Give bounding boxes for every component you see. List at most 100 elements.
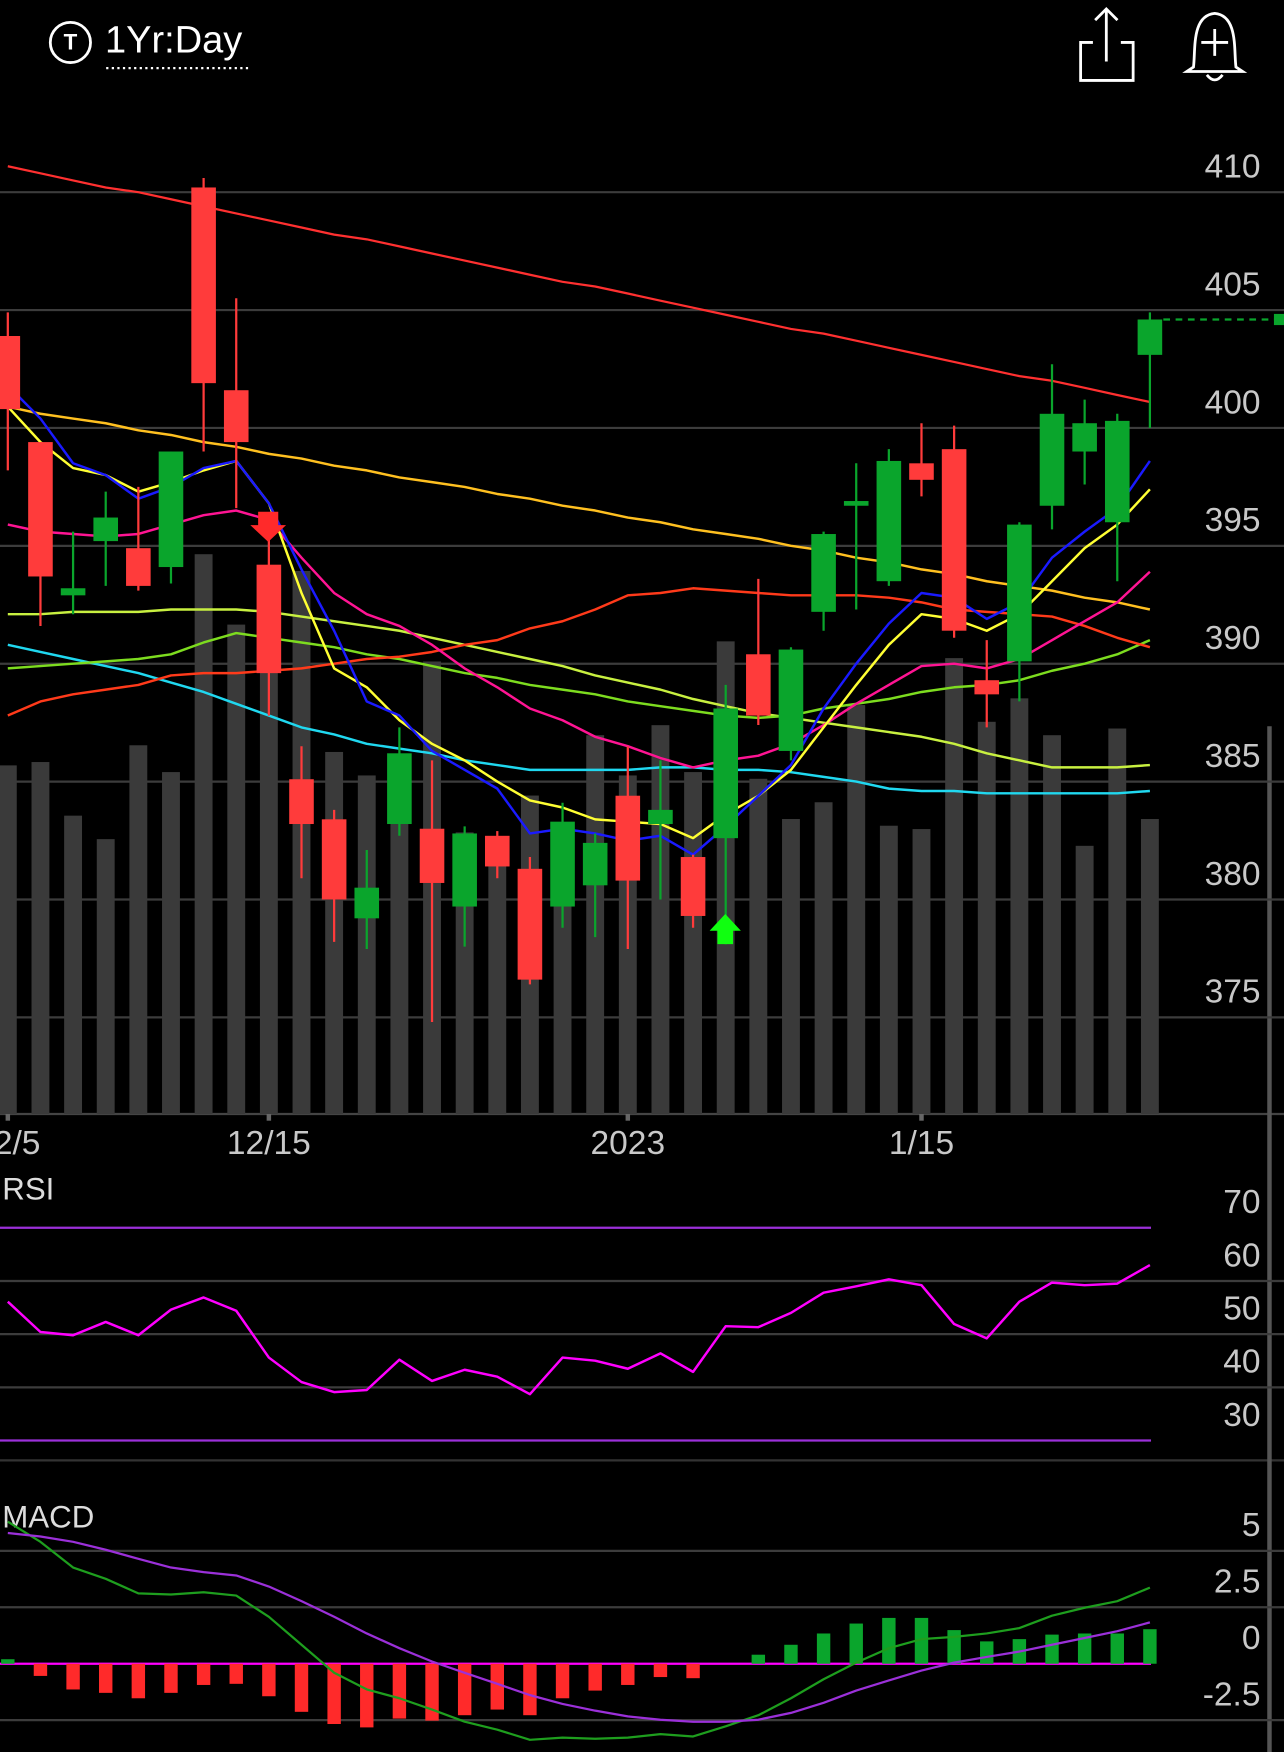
y-tick-label: 30 bbox=[1223, 1397, 1260, 1434]
y-tick-label: 5 bbox=[1242, 1507, 1261, 1544]
x-tick-label: 12/5 bbox=[0, 1125, 40, 1162]
candle-body bbox=[1039, 413, 1065, 506]
candle-body bbox=[648, 809, 673, 825]
histogram-bar bbox=[229, 1663, 243, 1684]
candle-body bbox=[778, 649, 804, 751]
candle-body bbox=[223, 390, 249, 443]
volume-bar bbox=[488, 859, 507, 1114]
histogram-bar bbox=[882, 1617, 896, 1664]
candle-body bbox=[191, 187, 216, 384]
candle-body bbox=[876, 460, 902, 582]
histogram-bar bbox=[849, 1623, 863, 1664]
volume-bar bbox=[31, 762, 50, 1114]
indicator-line bbox=[7, 643, 1150, 795]
volume-bar bbox=[749, 778, 768, 1114]
y-tick-label: 50 bbox=[1223, 1291, 1260, 1328]
histogram-bar bbox=[523, 1663, 537, 1716]
histogram-bar bbox=[1077, 1633, 1092, 1664]
y-tick-label: 400 bbox=[1205, 384, 1261, 421]
candle-body bbox=[256, 564, 282, 674]
share-icon[interactable] bbox=[1079, 6, 1135, 82]
header: T 1Yr:Day bbox=[48, 6, 1248, 82]
volume-bar bbox=[0, 765, 17, 1114]
candle-body bbox=[1137, 319, 1163, 355]
histogram-bar bbox=[392, 1663, 407, 1719]
candle-body bbox=[941, 449, 967, 631]
volume-bar bbox=[912, 829, 931, 1114]
alert-icon[interactable] bbox=[1182, 12, 1248, 82]
histogram-bar bbox=[99, 1663, 113, 1693]
buy-signal bbox=[709, 913, 741, 945]
volume-bar bbox=[227, 624, 246, 1114]
candle-body bbox=[354, 887, 380, 919]
indicator-line bbox=[7, 631, 1151, 720]
volume-bar bbox=[390, 822, 409, 1114]
x-tick-label: 1/15 bbox=[889, 1125, 954, 1162]
candle-body bbox=[452, 833, 477, 907]
candle-body bbox=[484, 835, 510, 867]
candle-body bbox=[419, 828, 445, 883]
candle-body bbox=[974, 680, 1000, 695]
candle-body bbox=[713, 708, 738, 839]
histogram-bar bbox=[555, 1663, 570, 1699]
candle-body bbox=[158, 451, 184, 568]
histogram-bar bbox=[1, 1659, 15, 1664]
volume-bar bbox=[1140, 819, 1159, 1114]
candle-body bbox=[550, 821, 575, 907]
y-tick-label: 380 bbox=[1205, 856, 1261, 893]
candle-body bbox=[126, 548, 151, 586]
histogram-bar bbox=[33, 1663, 48, 1676]
y-tick-label: 70 bbox=[1223, 1184, 1260, 1221]
histogram-bar bbox=[751, 1654, 766, 1664]
histogram-bar bbox=[653, 1663, 668, 1678]
candle-body bbox=[1007, 524, 1032, 662]
candle-body bbox=[517, 868, 543, 980]
volume-bar bbox=[945, 658, 964, 1114]
ticker-icon[interactable] bbox=[48, 20, 92, 64]
histogram-bar bbox=[196, 1663, 211, 1685]
candle-body bbox=[582, 842, 608, 886]
candle-body bbox=[0, 335, 21, 410]
histogram-bar bbox=[360, 1663, 374, 1728]
timeframe[interactable]: 1Yr:Day bbox=[105, 19, 242, 61]
x-tick-label: 12/15 bbox=[227, 1125, 311, 1162]
histogram-bar bbox=[262, 1663, 276, 1697]
y-tick-label: 395 bbox=[1205, 502, 1261, 539]
indicator-line bbox=[7, 608, 1150, 769]
histogram-bar bbox=[816, 1633, 831, 1664]
histogram-bar bbox=[914, 1617, 929, 1664]
plot-layer: 37538038539039540040541012/512/1520231/1… bbox=[0, 149, 1284, 1741]
volume-bar bbox=[814, 802, 833, 1114]
indicator-line bbox=[7, 1531, 1151, 1723]
volume-bar bbox=[977, 721, 996, 1114]
candle-body bbox=[909, 463, 934, 480]
x-tick-label: 2023 bbox=[591, 1125, 666, 1162]
candle-body bbox=[811, 534, 836, 612]
panel-title: MACD bbox=[2, 1499, 94, 1534]
volume-bar bbox=[162, 772, 180, 1114]
volume-bar bbox=[1075, 845, 1094, 1114]
histogram-bar bbox=[425, 1663, 439, 1721]
volume-bar bbox=[64, 815, 83, 1114]
volume-bar bbox=[129, 745, 148, 1114]
ticker-icon-letter: T bbox=[64, 29, 78, 54]
volume-bar bbox=[259, 627, 278, 1114]
histogram-bar bbox=[327, 1663, 341, 1725]
candle-body bbox=[289, 779, 314, 825]
volume-bar bbox=[684, 772, 703, 1114]
histogram-bar bbox=[66, 1663, 80, 1690]
y-tick-label: 410 bbox=[1205, 149, 1261, 186]
volume-bar bbox=[96, 839, 115, 1114]
volume-bar bbox=[1108, 728, 1127, 1114]
y-tick-label: 60 bbox=[1223, 1237, 1260, 1274]
histogram-bar bbox=[131, 1663, 146, 1699]
last-price-marker bbox=[1273, 313, 1284, 326]
volume-bar bbox=[1010, 698, 1029, 1114]
y-tick-label: 390 bbox=[1205, 620, 1261, 657]
histogram-bar bbox=[294, 1663, 309, 1712]
histogram-bar bbox=[686, 1663, 700, 1679]
panel-title: RSI bbox=[2, 1171, 54, 1206]
volume-bar bbox=[879, 825, 898, 1114]
